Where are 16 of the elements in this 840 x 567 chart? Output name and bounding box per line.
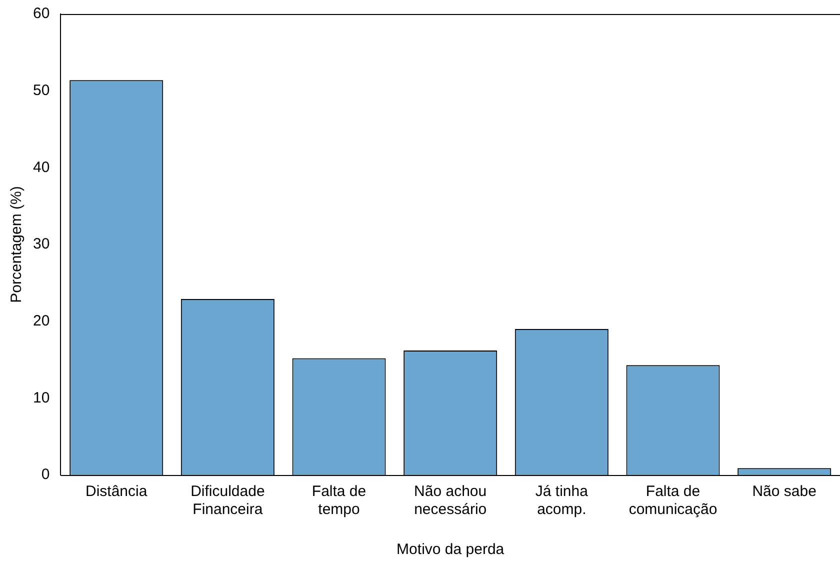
y-tick-label: 20 [32,312,50,330]
x-axis-title: Motivo da perda [396,541,505,558]
y-axis-title: Porcentagem (%) [8,186,26,303]
x-tick-label: Não achou necessário [414,483,487,518]
x-tick-label: Falta de tempo [312,483,366,518]
y-tick-label: 30 [32,236,50,253]
x-tick-label: Já tinha acomp. [535,483,589,518]
x-tick-label: Distância [86,483,148,500]
x-tick-label: Falta de comunicação [628,483,718,518]
y-tick-label: 40 [32,158,50,176]
y-tick-label: 60 [32,5,50,22]
y-tick-label: 10 [32,389,50,406]
y-tick-label: 50 [32,82,50,99]
x-tick-label: Dificuldade Financeira [190,483,265,518]
x-tick-label: Não sabe [752,483,816,500]
y-tick-label: 0 [41,466,50,484]
